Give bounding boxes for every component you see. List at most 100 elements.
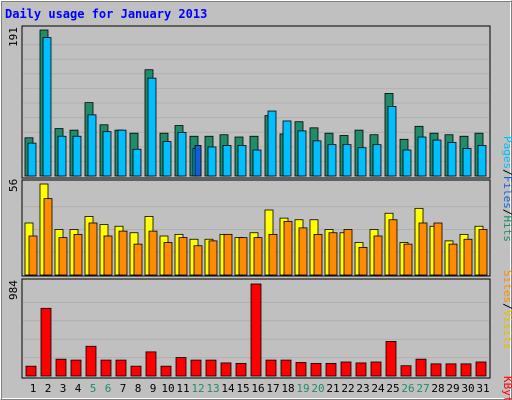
bar-kbytes (115, 359, 127, 377)
bar-sites (343, 229, 353, 276)
bar-sites (103, 235, 113, 276)
bar-files (72, 135, 82, 177)
x-tick-label: 19 (296, 382, 309, 395)
bar-kbytes (415, 358, 427, 377)
bar-kbytes (70, 359, 82, 377)
x-tick-label: 21 (326, 382, 339, 395)
x-tick-label: 31 (476, 382, 489, 395)
bar-files (432, 139, 442, 177)
bar-kbytes (250, 283, 262, 377)
bar-sites (133, 243, 143, 276)
bar-sites (403, 243, 413, 276)
bar-files (462, 148, 472, 177)
x-tick-label: 18 (281, 382, 294, 395)
bar-kbytes (400, 365, 412, 377)
bar-sites (73, 233, 83, 276)
x-tick-label: 6 (105, 382, 112, 395)
x-tick-label: 25 (386, 382, 399, 395)
bar-sites (373, 235, 383, 276)
bar-files (282, 120, 292, 177)
x-tick-label: 23 (356, 382, 369, 395)
bar-sites (223, 233, 233, 276)
bar-kbytes (160, 365, 172, 377)
bar-files (177, 132, 187, 177)
bar-kbytes (340, 361, 352, 377)
bar-kbytes (355, 362, 367, 377)
x-tick-label: 28 (431, 382, 444, 395)
bar-kbytes (85, 345, 97, 377)
bar-files (147, 77, 157, 177)
ymax-visits: 56 (7, 179, 20, 192)
bar-kbytes (220, 362, 232, 377)
bar-sites (268, 233, 278, 276)
bar-sites (193, 245, 203, 276)
bar-files (27, 142, 37, 177)
bar-files (252, 149, 262, 177)
x-tick-label: 8 (135, 382, 142, 395)
bar-sites (433, 222, 443, 276)
bar-files (162, 141, 172, 177)
bar-sites (418, 222, 428, 276)
bar-files (222, 145, 232, 177)
bar-files (117, 129, 127, 177)
bar-kbytes (370, 361, 382, 377)
x-tick-label: 30 (461, 382, 474, 395)
legend-hits: Hits (501, 216, 512, 243)
bar-sites (283, 220, 293, 276)
bar-kbytes (175, 357, 187, 377)
bar-kbytes (130, 365, 142, 377)
x-tick-label: 13 (206, 382, 219, 395)
bar-kbytes (205, 359, 217, 377)
ymax-hits: 191 (7, 27, 20, 47)
bar-files (327, 144, 337, 177)
bar-sites (238, 237, 248, 276)
bar-files (402, 149, 412, 177)
bar-files (447, 141, 457, 177)
bar-kbytes (460, 363, 472, 377)
x-tick-label: 29 (446, 382, 459, 395)
bar-sites (88, 222, 98, 276)
bar-sites (313, 233, 323, 276)
bar-kbytes (25, 365, 37, 377)
bar-sites (478, 229, 488, 276)
x-tick-label: 16 (251, 382, 264, 395)
bar-kbytes (55, 358, 67, 377)
chart-title: Daily usage for January 2013 (5, 7, 207, 21)
bar-files (237, 145, 247, 177)
x-tick-label: 2 (45, 382, 52, 395)
legend-sites: Sites (501, 270, 512, 303)
bar-files (342, 144, 352, 177)
ymax-kbytes: 984 (7, 280, 20, 300)
bar-files (477, 145, 487, 177)
x-tick-label: 22 (341, 382, 354, 395)
x-tick-label: 20 (311, 382, 324, 395)
x-tick-label: 7 (120, 382, 127, 395)
bar-sites (358, 246, 368, 276)
bar-files (267, 110, 277, 177)
legend-visits: Visits (501, 310, 512, 350)
bar-sites (208, 240, 218, 276)
legend-kbytes-panel: KBytes (501, 376, 512, 400)
bar-files (417, 136, 427, 177)
bar-files (297, 130, 307, 177)
bar-pages (194, 145, 202, 177)
bar-files (207, 146, 217, 177)
bar-kbytes (145, 351, 157, 377)
bar-sites (118, 230, 128, 276)
bar-kbytes (325, 362, 337, 377)
x-tick-label: 1 (30, 382, 37, 395)
bar-kbytes (265, 359, 277, 377)
bar-sites (448, 243, 458, 276)
bar-sites (163, 242, 173, 276)
bar-sites (298, 227, 308, 276)
x-tick-label: 17 (266, 382, 279, 395)
legend-visits-panel: Sites/Visits (501, 270, 512, 350)
bar-sites (328, 232, 338, 276)
x-tick-label: 11 (176, 382, 189, 395)
bar-kbytes (310, 362, 322, 377)
bar-sites (253, 237, 263, 276)
x-tick-label: 12 (191, 382, 204, 395)
